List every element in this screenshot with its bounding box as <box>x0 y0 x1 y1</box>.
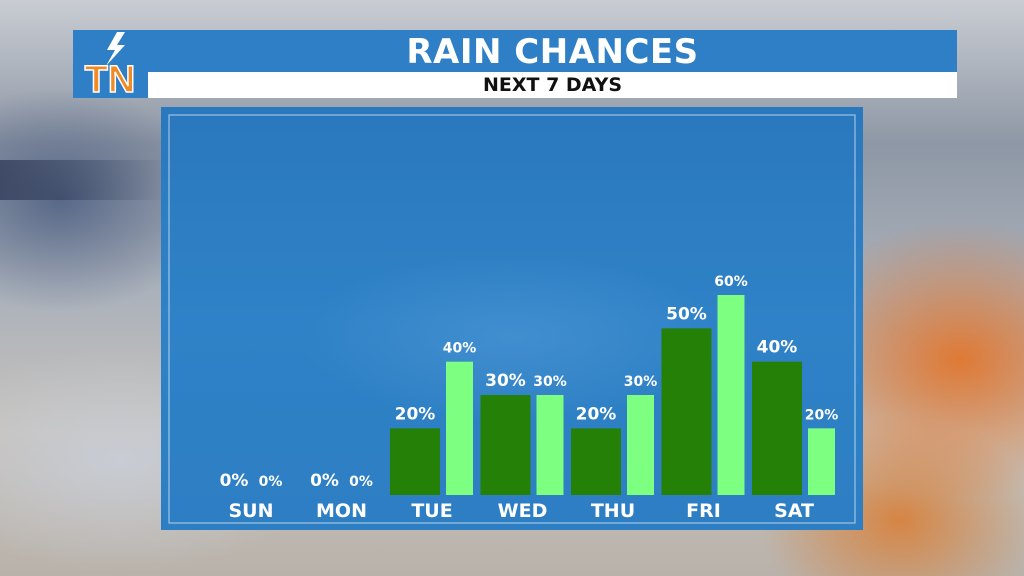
logo-text: TN <box>85 59 136 98</box>
lightning-bolt-icon <box>106 32 125 66</box>
category-label-mon: MON <box>316 500 367 522</box>
data-label-thu-day: 20% <box>576 404 617 424</box>
category-label-thu: THU <box>591 500 635 522</box>
data-label-mon-day: 0% <box>310 471 339 491</box>
data-label-sun-night: 0% <box>259 474 283 490</box>
chart-inner-border <box>168 114 856 524</box>
bar-fri-night <box>717 295 745 495</box>
data-label-mon-night: 0% <box>349 474 373 490</box>
label-group: 0% 0% SUN 0% 0% MON 20% 40% TUE 30% 30% WED 20% 30% TH… <box>220 274 839 522</box>
data-label-wed-night: 30% <box>533 374 567 390</box>
category-label-wed: WED <box>498 500 548 522</box>
bar-fri-day <box>661 328 712 495</box>
data-label-tue-night: 40% <box>443 341 477 357</box>
data-label-wed-day: 30% <box>485 371 526 391</box>
chart-subtitle: NEXT 7 DAYS <box>482 74 623 96</box>
background-cloud-streak <box>0 160 170 200</box>
bar-sat-night <box>808 428 835 495</box>
subtitle-band <box>148 72 957 98</box>
rain-chance-chart: 0% 0% SUN 0% 0% MON 20% 40% TUE 30% 30% WED 20% 30% TH… <box>168 114 856 524</box>
bar-wed-night <box>536 395 564 495</box>
data-label-thu-night: 30% <box>624 374 658 390</box>
category-label-tue: TUE <box>411 500 452 522</box>
category-label-fri: FRI <box>686 500 721 522</box>
data-label-sat-night: 20% <box>805 407 839 423</box>
logo-background <box>73 30 148 98</box>
bar-thu-night <box>627 395 654 495</box>
data-label-sat-day: 40% <box>757 338 798 358</box>
bar-thu-day <box>571 428 621 495</box>
bar-wed-day <box>480 395 531 495</box>
bar-tue-night <box>446 361 473 495</box>
station-logo: TN <box>73 30 148 102</box>
header-band <box>73 30 957 72</box>
data-label-sun-day: 0% <box>220 471 249 491</box>
category-label-sat: SAT <box>774 500 814 522</box>
data-label-tue-day: 20% <box>395 404 436 424</box>
category-label-sun: SUN <box>228 500 273 522</box>
chart-title: RAIN CHANCES <box>406 32 699 72</box>
bar-group <box>390 295 835 495</box>
data-label-fri-night: 60% <box>714 274 748 290</box>
bar-sat-day <box>752 361 802 495</box>
bar-tue-day <box>390 428 440 495</box>
data-label-fri-day: 50% <box>666 304 707 324</box>
chart-panel: 0% 0% SUN 0% 0% MON 20% 40% TUE 30% 30% WED 20% 30% TH… <box>161 107 863 530</box>
